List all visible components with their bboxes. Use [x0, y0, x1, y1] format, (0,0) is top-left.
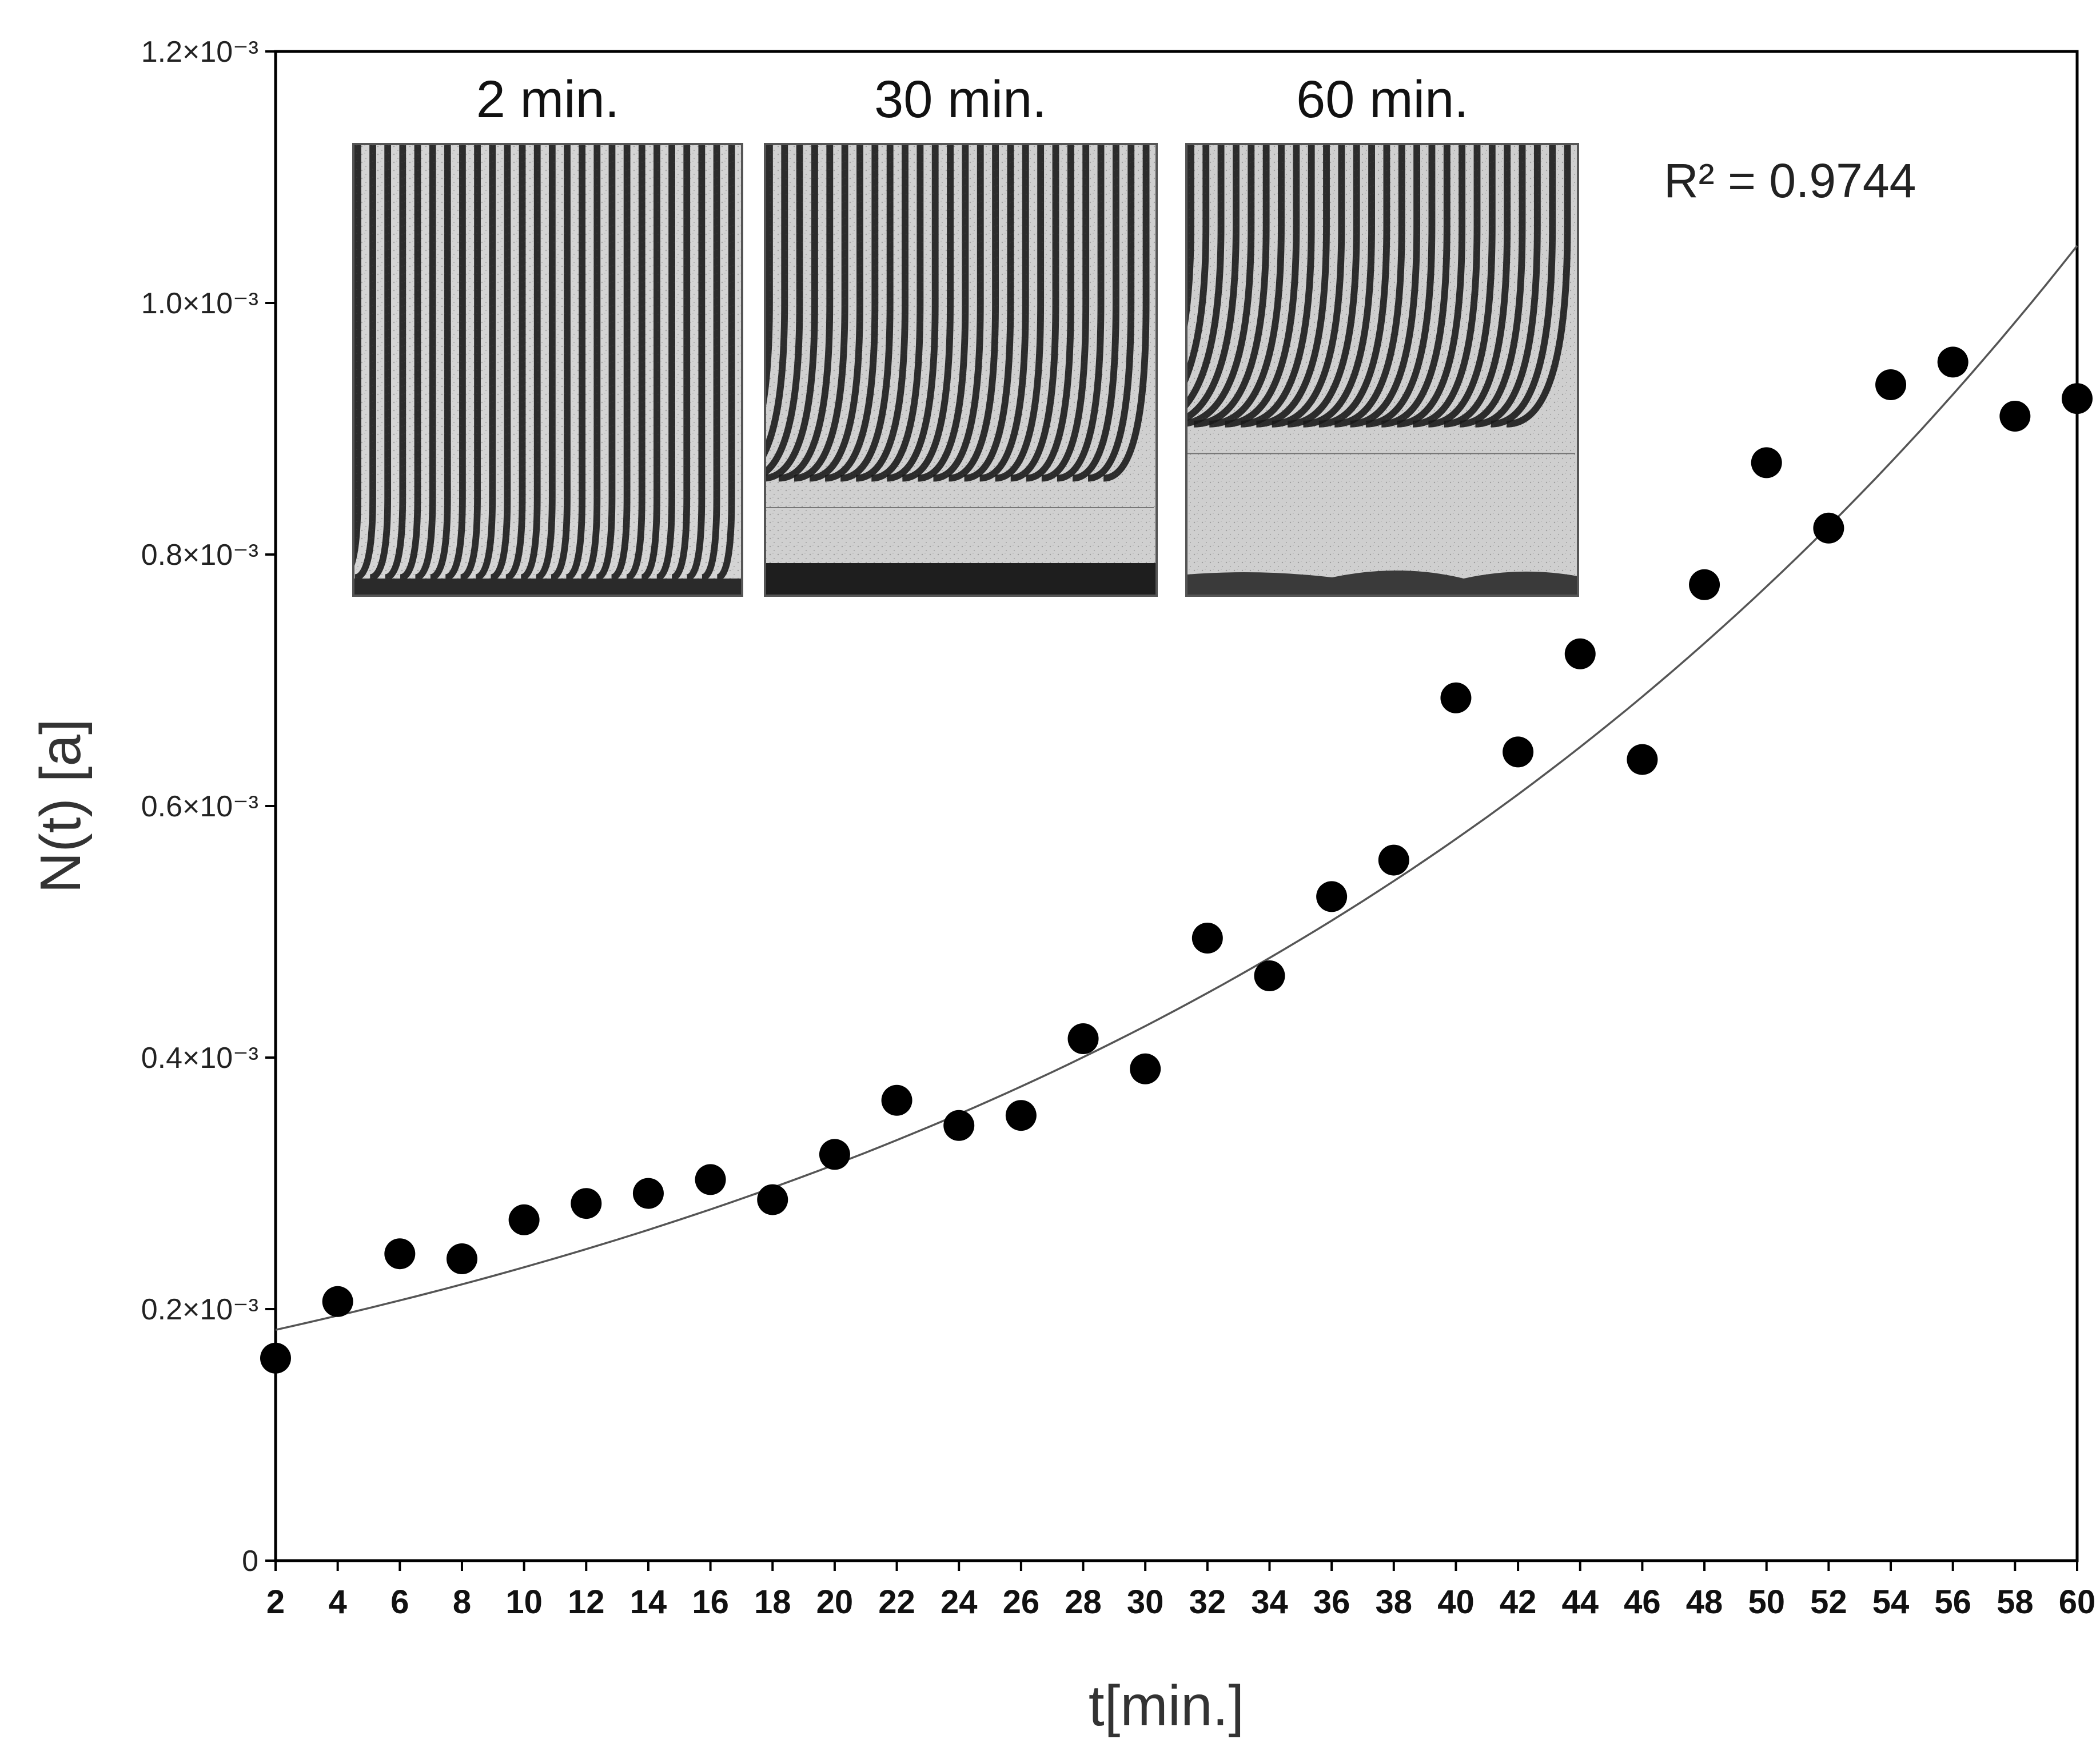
x-axis: 2 4 6 8 10 12 14 16 18 20 22 24 26 28 30 32 34 36 38 40 42 44… [266, 1561, 2095, 1621]
data-point [881, 1084, 912, 1116]
inset-image-60min [1186, 144, 1578, 596]
x-tick-label: 50 [1748, 1583, 1785, 1621]
data-point [1067, 1023, 1099, 1054]
data-point [1316, 881, 1348, 912]
y-tick-label: 0 [242, 1545, 258, 1578]
x-tick-label: 18 [754, 1583, 791, 1621]
data-point [1875, 369, 1907, 400]
data-point [757, 1184, 788, 1215]
x-tick-label: 44 [1562, 1583, 1599, 1621]
x-tick-label: 40 [1437, 1583, 1475, 1621]
data-point [1751, 447, 1782, 478]
data-point [632, 1178, 664, 1209]
x-tick-label: 10 [505, 1583, 543, 1621]
x-tick-label: 58 [1997, 1583, 2034, 1621]
x-tick-label: 2 [266, 1583, 285, 1621]
x-tick-label: 48 [1686, 1583, 1723, 1621]
data-point [508, 1204, 540, 1235]
x-tick-label: 8 [453, 1583, 471, 1621]
x-tick-label: 30 [1127, 1583, 1164, 1621]
y-tick-label: 0.8×10⁻³ [141, 539, 258, 572]
x-tick-label: 46 [1624, 1583, 1661, 1621]
x-tick-label: 32 [1189, 1583, 1226, 1621]
data-point [1937, 346, 1968, 378]
x-tick-label: 20 [816, 1583, 854, 1621]
x-axis-title: t[min.] [1089, 1674, 1244, 1738]
fit-curve [275, 245, 2078, 1331]
data-point [1627, 744, 1658, 775]
data-point [1564, 638, 1596, 669]
inset-frame-30min [764, 143, 1158, 597]
data-point [1503, 736, 1534, 768]
data-point [819, 1139, 850, 1170]
data-point [1192, 923, 1223, 954]
x-tick-label: 16 [692, 1583, 729, 1621]
data-point [2062, 383, 2093, 414]
inset-title-2min: 2 min. [476, 70, 620, 129]
inset-frame-60min [1185, 143, 1579, 597]
y-tick-label: 0.2×10⁻³ [141, 1293, 258, 1326]
y-axis-title: N(t) [a] [29, 719, 93, 894]
fit-curve-layer [275, 245, 2078, 1331]
data-point [1254, 960, 1285, 991]
x-tick-label: 12 [568, 1583, 605, 1621]
inset-image-2min [353, 144, 742, 596]
x-tick-label: 26 [1003, 1583, 1040, 1621]
x-tick-label: 6 [390, 1583, 409, 1621]
x-tick-label: 60 [2059, 1583, 2096, 1621]
data-point [1378, 844, 1409, 876]
r-squared-label: R² = 0.9744 [1664, 154, 1916, 208]
inset-title-30min: 30 min. [874, 70, 1047, 129]
data-point [446, 1243, 477, 1274]
y-tick-label: 0.4×10⁻³ [141, 1042, 258, 1075]
data-point [695, 1164, 726, 1195]
data-point [1813, 512, 1844, 544]
data-point [1689, 569, 1720, 600]
data-point [322, 1286, 353, 1317]
x-tick-label: 4 [329, 1583, 347, 1621]
data-point [1440, 682, 1472, 713]
y-axis: 0 0.2×10⁻³ 0.4×10⁻³ 0.6×10⁻³ 0.8×10⁻³ 1.0×10⁻… [141, 35, 276, 1578]
x-tick-label: 54 [1872, 1583, 1910, 1621]
y-tick-label: 0.6×10⁻³ [141, 790, 258, 823]
x-tick-label: 52 [1810, 1583, 1847, 1621]
x-tick-label: 38 [1376, 1583, 1413, 1621]
x-tick-label: 22 [878, 1583, 915, 1621]
y-tick-label: 1.0×10⁻³ [141, 287, 258, 320]
data-point [384, 1238, 416, 1270]
x-tick-label: 42 [1500, 1583, 1537, 1621]
data-point [571, 1188, 602, 1219]
x-tick-label: 28 [1065, 1583, 1102, 1621]
x-tick-label: 56 [1934, 1583, 1971, 1621]
x-tick-label: 36 [1313, 1583, 1350, 1621]
x-tick-label: 14 [630, 1583, 667, 1621]
data-point [1999, 401, 2031, 432]
inset-title-60min: 60 min. [1296, 70, 1469, 129]
data-points [260, 346, 2093, 1374]
inset-frame-2min [352, 143, 743, 597]
data-point [260, 1342, 291, 1374]
y-tick-label: 1.2×10⁻³ [141, 35, 258, 69]
x-tick-label: 24 [941, 1583, 978, 1621]
x-tick-label: 34 [1251, 1583, 1288, 1621]
data-point [1130, 1053, 1161, 1084]
inset-image-30min [765, 144, 1157, 596]
data-point [943, 1110, 975, 1141]
data-point [1005, 1100, 1037, 1131]
